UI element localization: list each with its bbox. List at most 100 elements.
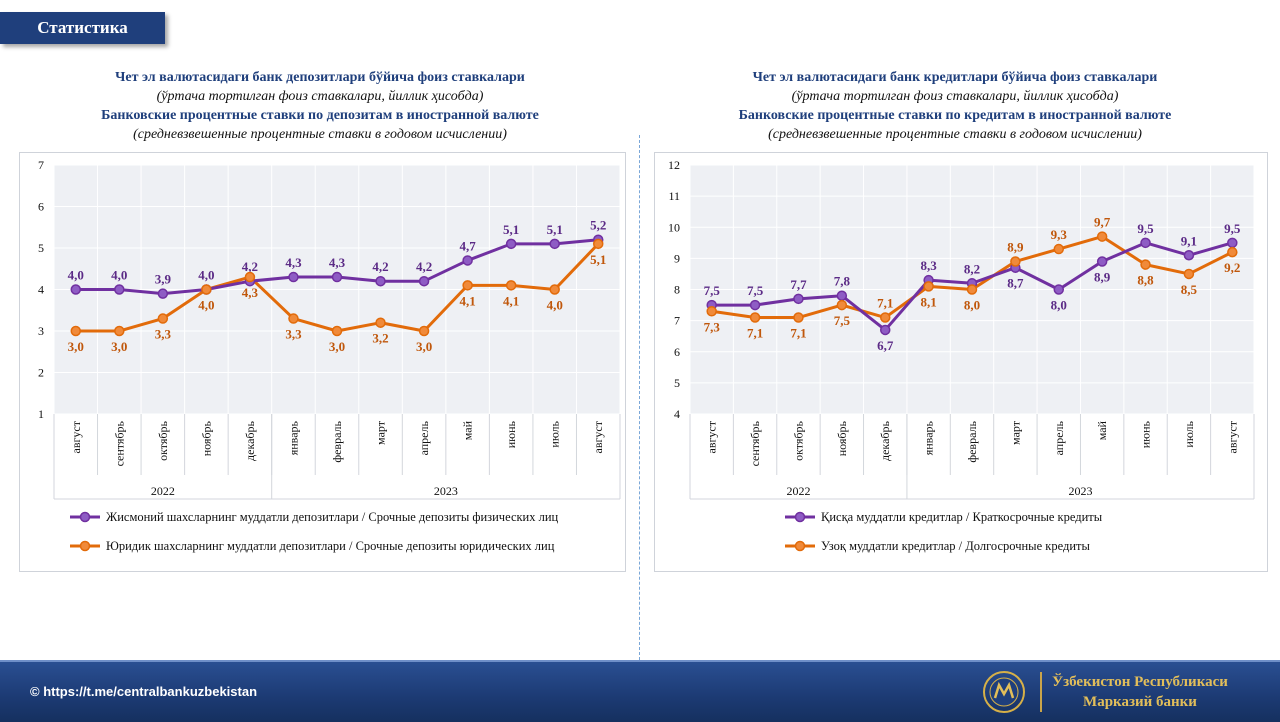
data-point (157, 288, 169, 299)
data-label: 8,0 (1051, 298, 1067, 313)
data-point (505, 280, 517, 291)
org-name-line1: Ўзбекистон Республикаси (1052, 674, 1228, 690)
data-label: 4,0 (198, 268, 214, 283)
data-point (706, 306, 717, 317)
y-tick-label: 1 (38, 407, 44, 421)
legend-marker (79, 540, 91, 552)
panel-divider (639, 135, 640, 660)
data-point (70, 325, 82, 337)
data-point (549, 284, 560, 295)
y-tick-label: 5 (674, 376, 680, 390)
legend-label: Узоқ муддатли кредитлар / Долгосрочные к… (821, 539, 1090, 553)
data-point (505, 238, 517, 250)
y-tick-label: 7 (674, 314, 680, 328)
data-label: 4,2 (372, 259, 388, 274)
left-chart-title: Чет эл валютасидаги банк депозитлари бўй… (20, 68, 620, 144)
data-point (331, 271, 343, 283)
data-label: 7,1 (790, 326, 806, 341)
data-label: 4,2 (242, 259, 258, 274)
header-tab: Статистика (0, 12, 165, 44)
data-label: 8,9 (1094, 269, 1111, 284)
data-point (1140, 259, 1151, 270)
data-label: 8,0 (964, 298, 980, 313)
data-label: 8,3 (920, 258, 937, 273)
right-title-line3: Банковские процентные ставки по кредитам… (738, 108, 1172, 123)
telegram-link[interactable]: © https://t.me/centralbankuzbekistan (30, 684, 258, 699)
y-tick-label: 3 (38, 324, 44, 338)
y-tick-label: 6 (38, 200, 44, 214)
data-point (1096, 256, 1108, 267)
footer-bar: © https://t.me/centralbankuzbekistan Ўзб… (0, 660, 1280, 722)
y-tick-label: 4 (38, 283, 44, 297)
category-label: апрель (1052, 420, 1066, 455)
category-label: март (374, 420, 388, 445)
data-label: 5,1 (503, 222, 519, 237)
year-label: 2023 (434, 484, 458, 498)
category-label: октябрь (156, 420, 170, 460)
data-label: 4,7 (459, 238, 476, 253)
data-point (793, 293, 804, 305)
data-point (418, 325, 430, 337)
credit-rate-chart: 4 5 6 7 8 9 10 11 12 август сентябрь октябрь ноябрь д… (668, 158, 1255, 553)
data-label: 7,5 (834, 313, 851, 328)
data-label: 3,0 (111, 339, 127, 354)
data-label: 8,9 (1007, 239, 1024, 254)
legend-marker (794, 511, 806, 523)
data-label: 3,0 (416, 339, 432, 354)
data-label: 7,1 (877, 296, 893, 311)
data-point (375, 275, 386, 287)
y-tick-label: 4 (674, 407, 680, 421)
data-point (418, 275, 430, 287)
category-label: ноябрь (199, 420, 213, 456)
data-point (331, 325, 343, 337)
data-label: 5,1 (590, 252, 606, 267)
category-label: март (1008, 420, 1022, 445)
category-label: август (1225, 420, 1239, 453)
data-label: 4,3 (285, 255, 302, 270)
category-label: май (461, 420, 475, 440)
data-label: 9,5 (1137, 221, 1154, 236)
data-label: 9,3 (1051, 227, 1068, 242)
category-label: декабрь (243, 420, 257, 461)
category-label: июнь (1139, 420, 1153, 448)
data-label: 4,1 (459, 293, 475, 308)
y-tick-label: 11 (668, 189, 680, 203)
header-tab-label: Статистика (37, 18, 128, 37)
year-label: 2022 (786, 484, 810, 498)
data-point (1183, 268, 1195, 280)
data-point (923, 281, 934, 292)
data-label: 4,0 (198, 298, 214, 313)
org-name: Ўзбекистон Республикаси Марказий банки (1045, 672, 1235, 712)
data-label: 7,5 (747, 283, 764, 298)
right-title-line2: (ўртача тортилган фоиз ставкалари, йилли… (791, 89, 1119, 104)
category-label: июль (548, 420, 562, 447)
data-point (1227, 246, 1238, 258)
data-point (549, 238, 560, 250)
category-label: сентябрь (112, 420, 126, 466)
data-label: 6,7 (877, 338, 894, 353)
data-label: 4,2 (416, 259, 432, 274)
data-point (462, 280, 473, 291)
data-point (1053, 284, 1065, 295)
y-tick-label: 12 (668, 158, 680, 172)
category-label: август (705, 420, 719, 453)
data-point (1227, 237, 1238, 249)
data-label: 7,7 (790, 277, 807, 292)
data-point (836, 290, 848, 301)
data-point (749, 312, 761, 323)
data-point (70, 284, 82, 295)
data-label: 8,1 (920, 294, 936, 309)
footer-separator (1040, 672, 1042, 712)
category-label: август (69, 420, 83, 453)
data-point (1053, 243, 1065, 255)
year-label: 2023 (1068, 484, 1092, 498)
data-point (244, 271, 256, 283)
data-point (1096, 231, 1108, 242)
category-label: август (591, 420, 605, 453)
legend-marker (794, 540, 806, 552)
right-chart-title: Чет эл валютасидаги банк кредитлари бўйи… (655, 68, 1255, 144)
data-label: 4,0 (547, 298, 563, 313)
right-title-line1: Чет эл валютасидаги банк кредитлари бўйи… (752, 70, 1158, 85)
data-label: 4,0 (111, 268, 127, 283)
data-point (462, 255, 473, 266)
